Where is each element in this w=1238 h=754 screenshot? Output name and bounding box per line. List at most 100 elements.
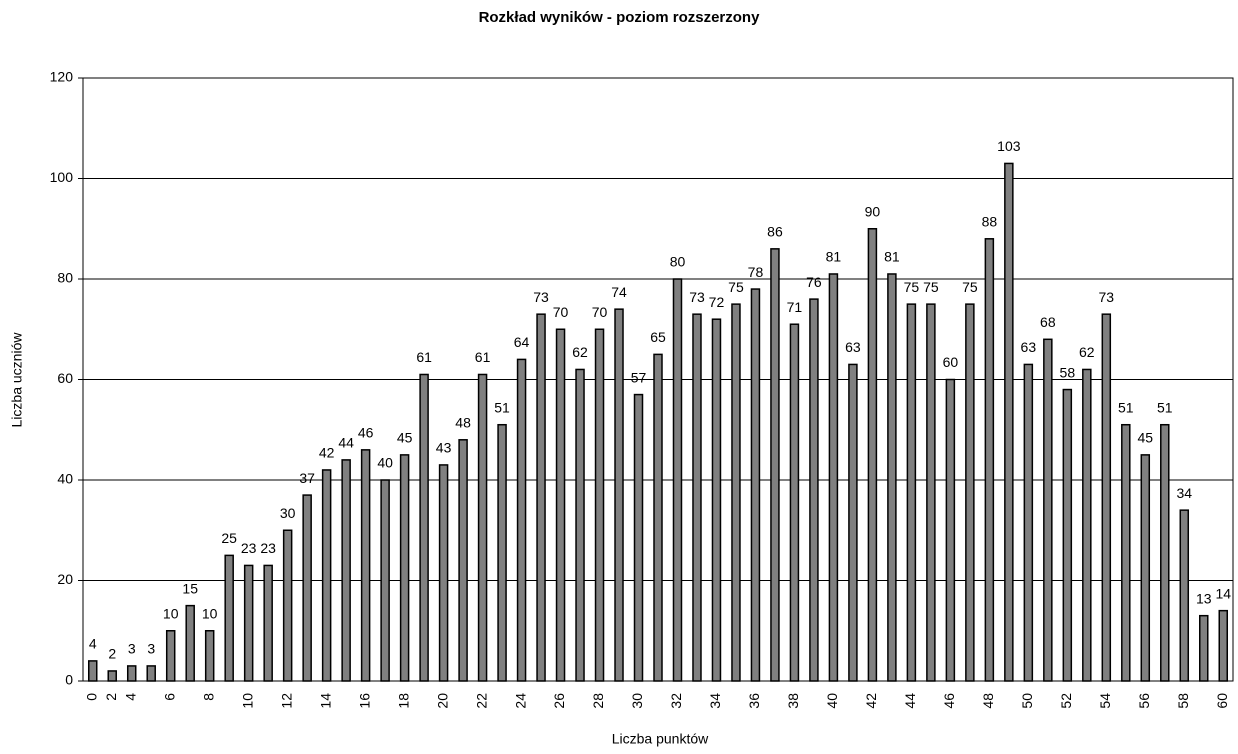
chart-title: Rozkład wyników - poziom rozszerzony [479,9,761,26]
x-tick-label: 0 [83,693,99,701]
data-label: 14 [1215,585,1231,601]
bar [926,303,936,682]
bar [107,670,117,682]
y-tick-label: 40 [57,471,73,487]
bar [302,494,312,682]
data-label: 60 [943,354,959,370]
x-tick-label: 16 [356,693,372,709]
data-label: 15 [182,580,198,596]
bar [965,303,975,682]
bar [555,328,566,682]
bar [1062,388,1073,682]
data-label: 34 [1176,485,1192,501]
data-label: 73 [533,289,549,305]
x-tick-label: 42 [863,693,879,709]
x-tick-label: 32 [668,693,684,709]
data-label: 72 [709,294,725,310]
x-tick-label: 48 [980,693,996,709]
bar [594,328,605,682]
bar [711,318,722,682]
x-tick-label: 14 [317,693,333,709]
data-label: 88 [982,214,998,230]
data-label: 74 [611,284,627,300]
y-tick-label: 80 [57,270,73,286]
bar [1101,313,1112,682]
bar [906,303,917,682]
data-label: 42 [319,445,335,461]
data-label: 76 [806,274,822,290]
x-tick-label: 36 [746,693,762,709]
bar [945,378,956,682]
data-label: 65 [650,329,666,345]
data-label: 2 [108,646,116,662]
data-label: 73 [1099,289,1115,305]
x-axis-label: Liczba punktów [612,731,709,747]
data-label: 62 [572,344,588,360]
x-tick-label: 4 [122,693,138,701]
bar [770,248,780,682]
data-label: 51 [1118,399,1134,415]
data-label: 46 [358,425,374,441]
bar [360,449,371,682]
data-label: 64 [514,334,530,350]
data-label: 40 [377,455,393,471]
x-tick-label: 26 [551,693,567,709]
bar [516,358,527,682]
bar [224,554,234,682]
y-tick-label: 120 [50,69,74,85]
bar [1160,423,1170,682]
x-tick-label: 44 [902,693,918,709]
bar [789,323,800,682]
y-tick-label: 0 [65,672,73,688]
bar [1043,338,1053,682]
y-tick-label: 60 [57,370,73,386]
data-label: 75 [728,279,744,295]
x-tick-label: 20 [434,693,450,709]
x-tick-label: 2 [103,693,119,701]
bar [809,298,819,682]
data-label: 73 [689,289,705,305]
data-label: 30 [280,505,296,521]
bar [692,313,702,682]
bar [887,273,897,682]
x-tick-label: 56 [1136,693,1152,709]
data-label: 63 [845,339,861,355]
x-tick-label: 6 [161,693,177,701]
x-tick-label: 18 [395,693,411,709]
x-tick-label: 10 [239,693,255,709]
x-tick-label: 24 [512,693,528,709]
x-tick-label: 38 [785,693,801,709]
bar [185,604,195,682]
bar [380,479,390,682]
bar [575,368,585,682]
x-tick-label: 22 [473,693,489,709]
bar [614,308,624,682]
y-tick-label: 100 [50,169,74,185]
data-label: 63 [1021,339,1037,355]
data-label: 51 [494,399,510,415]
data-label: 45 [397,430,413,446]
data-label: 10 [202,605,218,621]
bar [867,228,878,682]
data-label: 80 [670,254,686,270]
x-tick-label: 12 [278,693,294,709]
x-tick-label: 54 [1097,693,1113,709]
data-label: 10 [163,605,179,621]
data-label: 44 [338,435,354,451]
data-label: 61 [416,349,432,365]
data-label: 75 [904,279,920,295]
data-label: 70 [553,304,569,320]
data-label: 61 [475,349,491,365]
bar [204,630,215,682]
data-label: 62 [1079,344,1095,360]
bar [536,313,546,682]
bar [984,238,995,682]
bar [828,273,839,682]
data-label: 43 [436,440,452,456]
bar [1121,423,1131,682]
x-tick-label: 30 [629,693,645,709]
bar [1004,162,1014,682]
data-label: 103 [997,138,1021,154]
data-label: 75 [923,279,939,295]
data-label: 48 [455,415,471,431]
